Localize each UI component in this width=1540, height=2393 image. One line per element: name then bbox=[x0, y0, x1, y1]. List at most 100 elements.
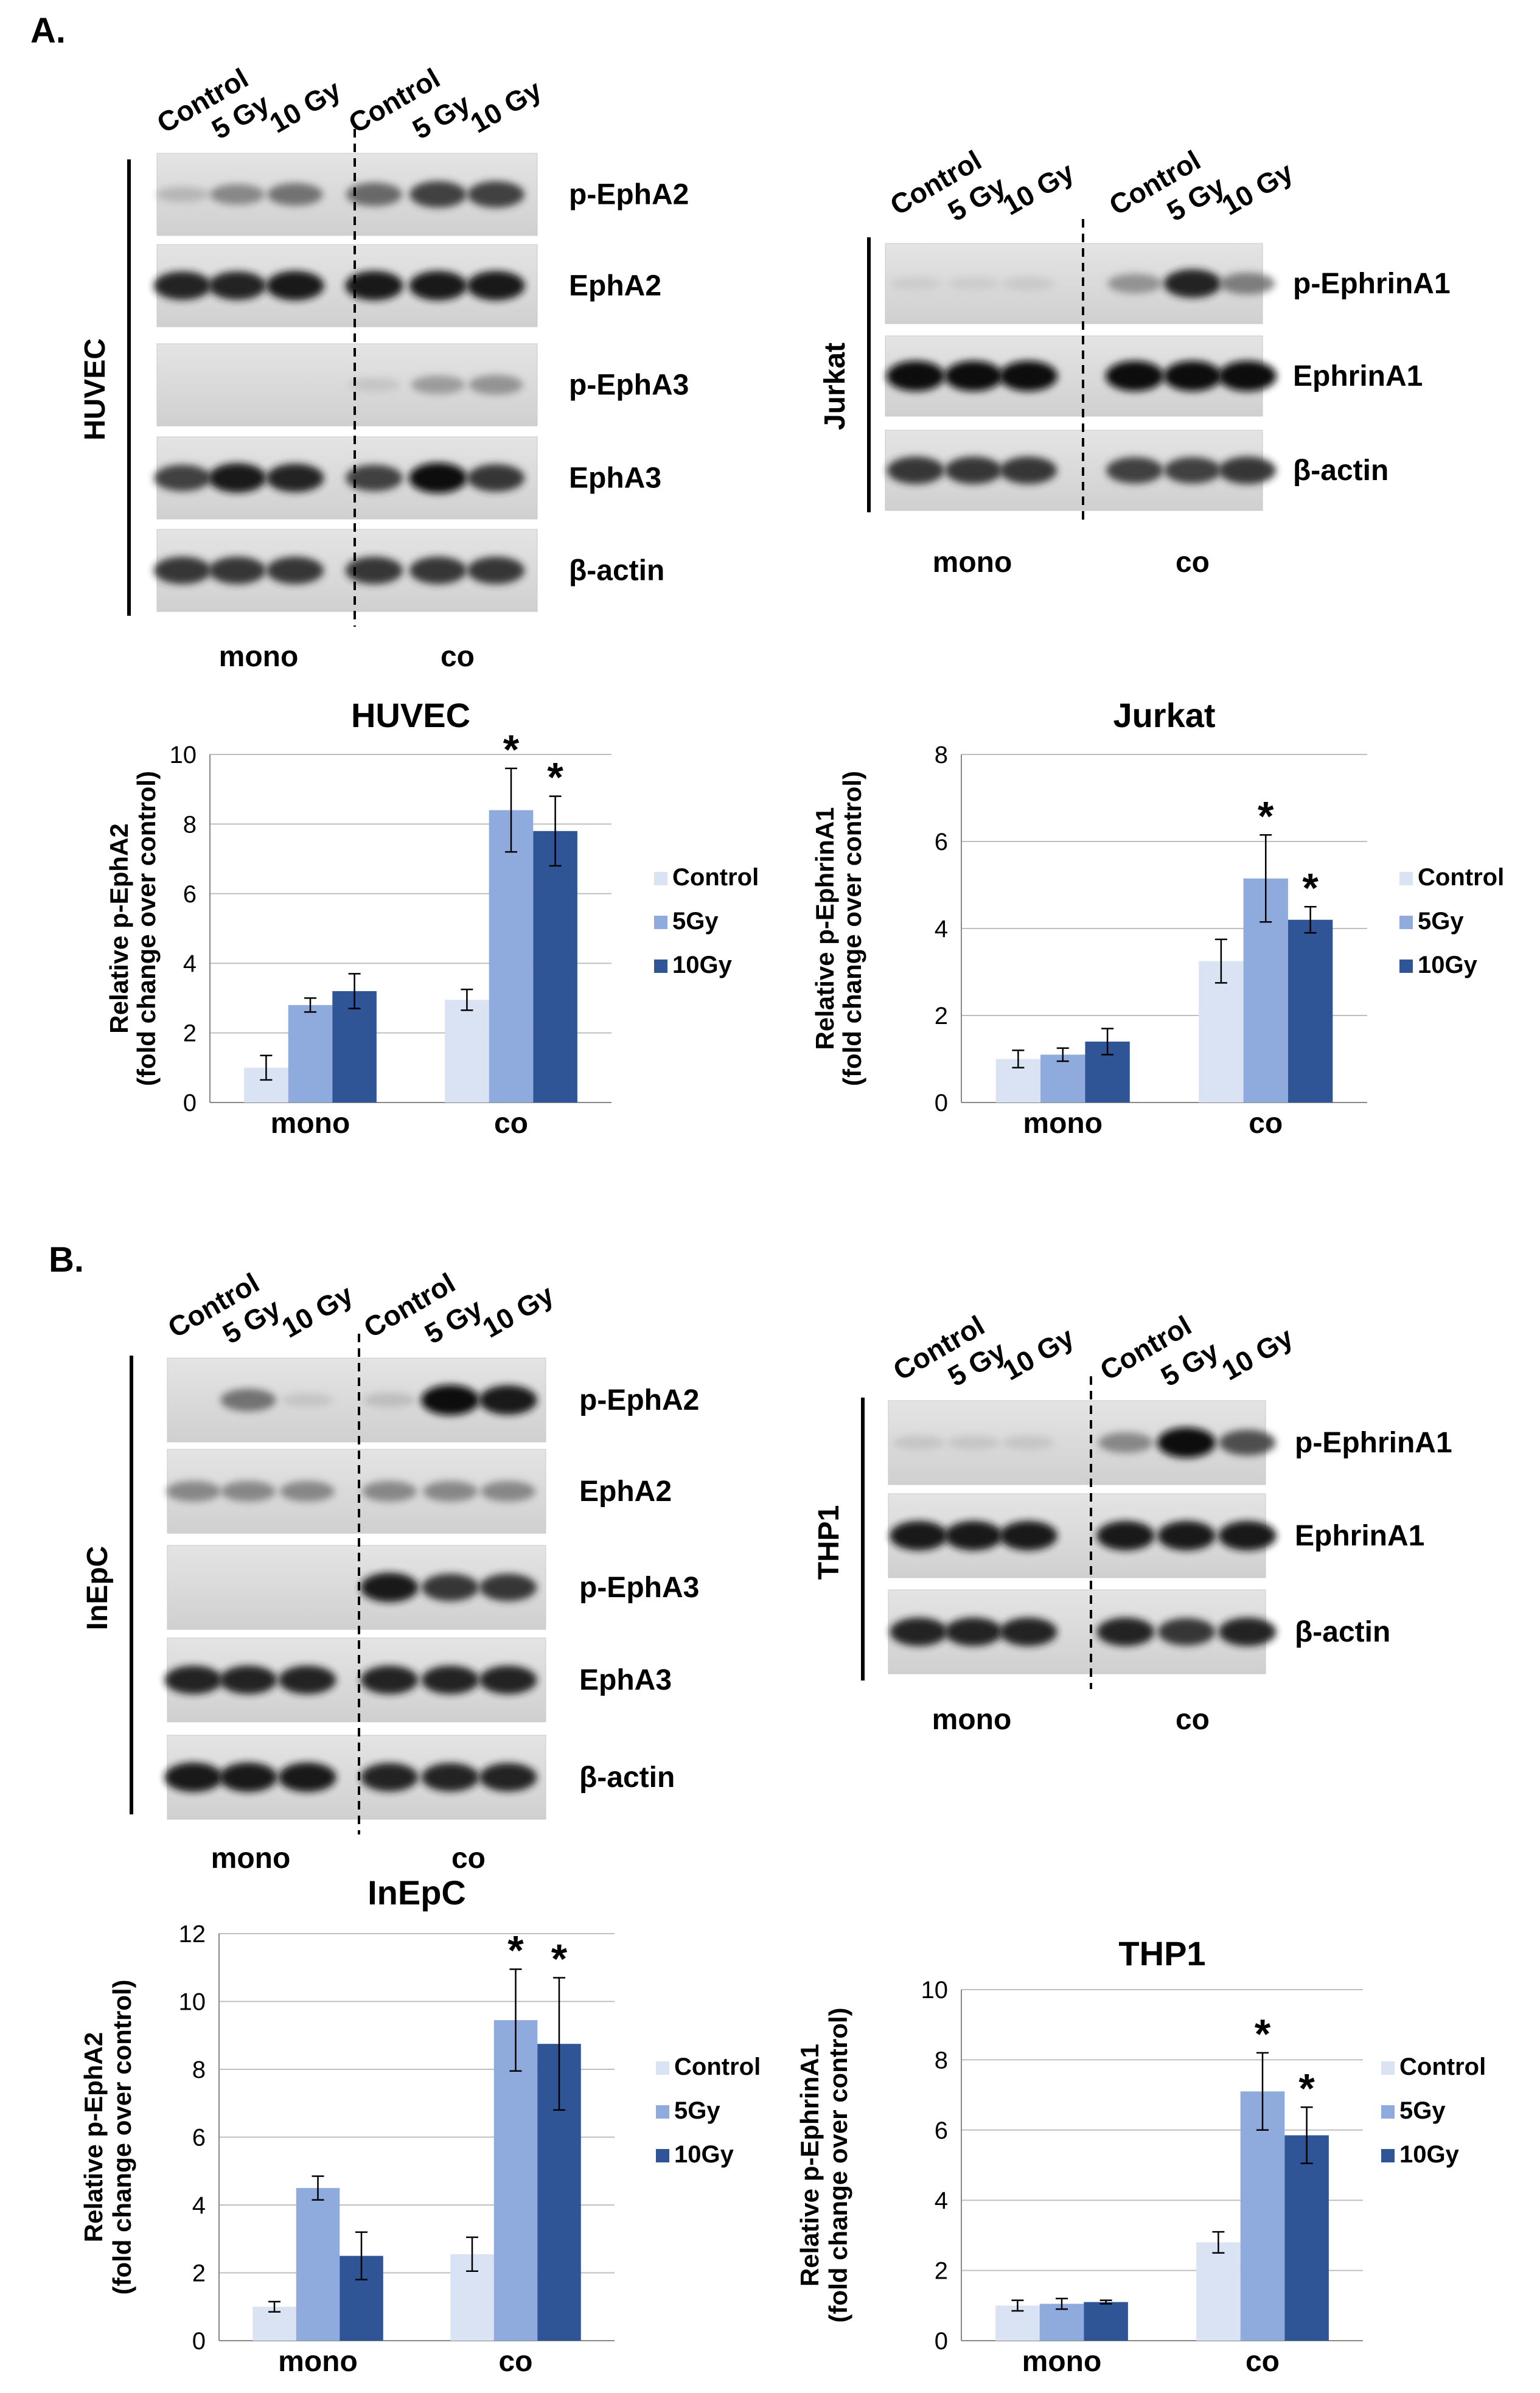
blot-row-label: p-EphrinA1 bbox=[1293, 268, 1451, 300]
significance-star: * bbox=[551, 1935, 568, 1982]
lane-header: 10 Gy bbox=[264, 74, 346, 139]
y-tick-label: 6 bbox=[935, 829, 948, 855]
legend-swatch bbox=[654, 916, 667, 929]
y-tick-label: 4 bbox=[935, 916, 948, 942]
x-category-label: mono bbox=[278, 2346, 358, 2378]
blot-band bbox=[153, 556, 212, 585]
chart-title: HUVEC bbox=[351, 696, 470, 734]
blot-band bbox=[1107, 273, 1162, 294]
bar bbox=[489, 810, 534, 1102]
y-tick-label: 4 bbox=[192, 2192, 206, 2219]
blot-band bbox=[1219, 273, 1275, 294]
blot-band bbox=[479, 1763, 537, 1792]
lane-header: 10 Gy bbox=[276, 1278, 358, 1344]
blot-band bbox=[481, 1481, 535, 1502]
blot-band bbox=[1164, 457, 1221, 484]
blot-row: EphA3 bbox=[164, 1637, 672, 1722]
blot-band bbox=[887, 361, 945, 391]
blot-band bbox=[208, 556, 267, 585]
blot-band bbox=[944, 361, 1003, 391]
y-tick-label: 0 bbox=[192, 2328, 206, 2355]
y-tick-label: 2 bbox=[935, 1003, 948, 1029]
y-axis-label: Relative p-EphA2 bbox=[79, 2032, 108, 2242]
x-category-label: co bbox=[494, 1107, 528, 1140]
x-category-label: mono bbox=[1023, 1107, 1103, 1140]
chart-title: InEpC bbox=[368, 1873, 466, 1912]
panel-label: A. bbox=[30, 11, 66, 51]
group-label: mono bbox=[219, 641, 299, 673]
blot-band bbox=[890, 1520, 948, 1551]
blot-row: EphA2 bbox=[153, 244, 661, 327]
legend-swatch bbox=[654, 872, 667, 885]
blot-row: β-actin bbox=[885, 430, 1388, 511]
blot-band bbox=[278, 1665, 336, 1695]
blot-row: p-EphrinA1 bbox=[888, 1400, 1452, 1485]
blot-band bbox=[346, 183, 402, 206]
blot-row-label: EphA3 bbox=[569, 462, 661, 495]
blot-band bbox=[421, 1763, 479, 1792]
blot-band bbox=[280, 1481, 335, 1502]
chart-title: THP1 bbox=[1118, 1934, 1205, 1973]
blot-row-label: β-actin bbox=[569, 555, 664, 587]
x-category-label: co bbox=[1246, 2346, 1280, 2378]
blot-band bbox=[1218, 1520, 1277, 1551]
blot-row: p-EphA2 bbox=[167, 1357, 699, 1443]
blot-band bbox=[999, 1520, 1057, 1551]
y-tick-label: 8 bbox=[183, 811, 197, 838]
y-tick-label: 6 bbox=[192, 2125, 206, 2151]
panel-label: B. bbox=[49, 1240, 84, 1280]
y-axis-label: (fold change over control) bbox=[824, 2007, 852, 2322]
y-axis-label: Relative p-EphrinA1 bbox=[795, 2044, 824, 2287]
bar bbox=[288, 1005, 333, 1102]
blot-band bbox=[999, 1617, 1057, 1646]
blot-band bbox=[221, 1481, 276, 1502]
y-tick-label: 8 bbox=[192, 2057, 206, 2083]
blot-row-label: β-actin bbox=[579, 1761, 675, 1794]
blot-band bbox=[947, 277, 1000, 290]
blot-row-label: p-EphA3 bbox=[569, 369, 689, 402]
blot-band bbox=[421, 1573, 479, 1601]
blot-band bbox=[220, 1388, 276, 1412]
blot-band bbox=[362, 1481, 417, 1502]
blot-band bbox=[409, 556, 467, 585]
blot-band bbox=[411, 375, 465, 394]
group-label: mono bbox=[932, 1704, 1012, 1736]
blot-band bbox=[266, 464, 324, 492]
group-label: co bbox=[451, 1842, 486, 1875]
blot-band bbox=[421, 1665, 479, 1695]
cell-line-label: THP1 bbox=[813, 1505, 845, 1580]
blot-band bbox=[1218, 456, 1277, 484]
blot-row: EphrinA1 bbox=[888, 1493, 1424, 1578]
blot-band bbox=[421, 1385, 479, 1415]
y-tick-label: 8 bbox=[935, 2047, 948, 2074]
blot-band bbox=[999, 361, 1057, 391]
y-tick-label: 10 bbox=[170, 742, 197, 768]
legend-swatch bbox=[1399, 916, 1413, 929]
blot-row: EphA2 bbox=[166, 1449, 672, 1534]
blot-row-label: EphA2 bbox=[579, 1475, 672, 1508]
blot-band bbox=[479, 1573, 537, 1601]
y-tick-label: 2 bbox=[183, 1020, 197, 1047]
bar-chart-inepc: InEpC 0 2 4 6 8 10 12 Relative p-EphA2 (fold chan… bbox=[79, 1873, 761, 2378]
blot-band bbox=[409, 181, 467, 208]
blot-row: β-actin bbox=[164, 1735, 675, 1820]
blot-row-label: β-actin bbox=[1293, 455, 1388, 487]
blot-band bbox=[208, 271, 267, 300]
blot-row-label: p-EphA2 bbox=[579, 1384, 699, 1416]
blot-band bbox=[479, 1385, 537, 1415]
blot-band bbox=[999, 456, 1057, 484]
legend-swatch bbox=[1399, 872, 1413, 885]
bar bbox=[1084, 2302, 1128, 2341]
blot-row: p-EphA3 bbox=[167, 1545, 699, 1630]
x-category-label: co bbox=[498, 2346, 532, 2378]
y-tick-label: 6 bbox=[935, 2117, 948, 2144]
blot-band bbox=[947, 1435, 1000, 1450]
blot-row: β-actin bbox=[888, 1589, 1390, 1674]
legend-entry: Control bbox=[1399, 2053, 1486, 2080]
legend-swatch bbox=[656, 2105, 669, 2119]
y-axis-label: Relative p-EphA2 bbox=[105, 823, 133, 1033]
lane-header: 10 Gy bbox=[1216, 156, 1298, 221]
